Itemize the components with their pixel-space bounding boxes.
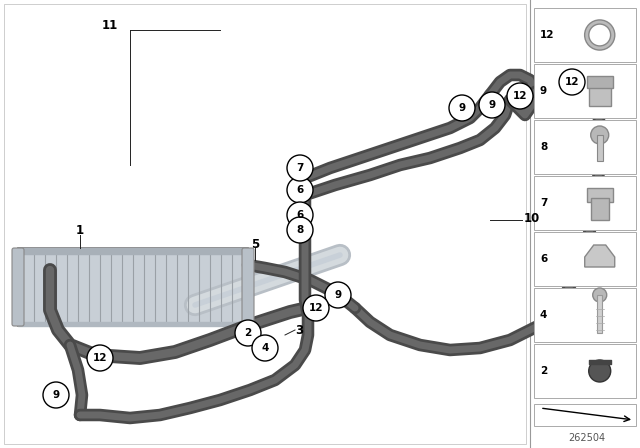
- Text: 8: 8: [540, 142, 547, 152]
- FancyBboxPatch shape: [4, 4, 526, 444]
- Text: 2: 2: [540, 366, 547, 376]
- Circle shape: [593, 288, 607, 302]
- Text: 7: 7: [296, 163, 304, 173]
- Circle shape: [591, 126, 609, 144]
- Text: 12: 12: [540, 30, 554, 40]
- FancyBboxPatch shape: [534, 120, 636, 174]
- FancyBboxPatch shape: [589, 86, 611, 106]
- Circle shape: [303, 295, 329, 321]
- Text: 9: 9: [52, 390, 60, 400]
- FancyBboxPatch shape: [534, 232, 636, 286]
- FancyBboxPatch shape: [242, 248, 254, 326]
- Text: 6: 6: [296, 210, 303, 220]
- Text: 10: 10: [524, 211, 540, 224]
- Circle shape: [287, 202, 313, 228]
- FancyBboxPatch shape: [534, 404, 636, 426]
- Circle shape: [287, 217, 313, 243]
- Circle shape: [325, 282, 351, 308]
- Circle shape: [449, 95, 475, 121]
- FancyBboxPatch shape: [12, 248, 24, 326]
- Text: 9: 9: [488, 100, 495, 110]
- Text: 12: 12: [93, 353, 108, 363]
- Polygon shape: [585, 245, 615, 267]
- FancyBboxPatch shape: [587, 76, 612, 88]
- Text: 1: 1: [76, 224, 84, 237]
- Circle shape: [235, 320, 261, 346]
- FancyBboxPatch shape: [587, 188, 612, 202]
- FancyBboxPatch shape: [534, 64, 636, 118]
- Text: 6: 6: [296, 185, 303, 195]
- Circle shape: [479, 92, 505, 118]
- FancyBboxPatch shape: [534, 176, 636, 230]
- Text: 9: 9: [335, 290, 342, 300]
- Text: 4: 4: [261, 343, 269, 353]
- Text: 6: 6: [540, 254, 547, 264]
- Text: 2: 2: [244, 328, 252, 338]
- Text: 9: 9: [540, 86, 547, 96]
- Circle shape: [252, 335, 278, 361]
- FancyBboxPatch shape: [591, 198, 609, 220]
- Text: 7: 7: [540, 198, 547, 208]
- Circle shape: [43, 382, 69, 408]
- Circle shape: [287, 177, 313, 203]
- Circle shape: [87, 345, 113, 371]
- Text: 12: 12: [564, 77, 579, 87]
- Text: 8: 8: [296, 225, 303, 235]
- Circle shape: [559, 69, 585, 95]
- Circle shape: [507, 83, 533, 109]
- Ellipse shape: [589, 360, 611, 382]
- Text: 12: 12: [308, 303, 323, 313]
- Text: 12: 12: [513, 91, 527, 101]
- Text: 262504: 262504: [568, 433, 605, 443]
- Circle shape: [287, 155, 313, 181]
- Text: 9: 9: [458, 103, 465, 113]
- Text: 3: 3: [295, 323, 303, 336]
- FancyBboxPatch shape: [596, 135, 603, 161]
- FancyBboxPatch shape: [18, 248, 248, 326]
- FancyBboxPatch shape: [534, 344, 636, 398]
- Text: 4: 4: [540, 310, 547, 320]
- Text: 5: 5: [251, 237, 259, 250]
- Text: 11: 11: [102, 18, 118, 31]
- FancyBboxPatch shape: [597, 295, 602, 333]
- FancyBboxPatch shape: [534, 8, 636, 62]
- FancyBboxPatch shape: [534, 288, 636, 342]
